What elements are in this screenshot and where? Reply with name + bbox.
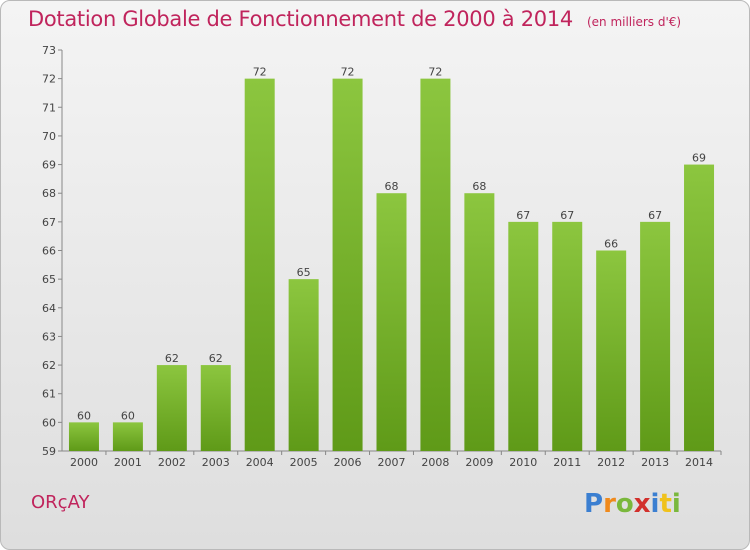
bar — [508, 221, 539, 451]
y-tick-label: 60 — [42, 416, 56, 429]
y-tick-label: 62 — [42, 359, 56, 372]
bar-value-label: 68 — [385, 180, 399, 193]
y-tick-label: 59 — [42, 445, 56, 458]
bar — [464, 193, 495, 451]
bar — [332, 78, 363, 452]
y-tick-label: 66 — [42, 245, 56, 258]
logo-letter: P — [584, 489, 604, 519]
bar — [68, 422, 99, 451]
x-tick-label: 2013 — [641, 456, 669, 469]
bar — [288, 279, 319, 451]
x-tick-label: 2009 — [465, 456, 493, 469]
bar — [684, 164, 715, 452]
bar-value-label: 60 — [77, 409, 91, 422]
y-tick-label: 71 — [42, 101, 56, 114]
bar-value-label: 67 — [560, 209, 574, 222]
bar — [376, 193, 407, 451]
chart-title-text: Dotation Globale de Fonctionnement de 20… — [28, 7, 573, 31]
logo-letter: i — [671, 489, 681, 519]
bar — [640, 221, 671, 451]
bar-value-label: 65 — [297, 266, 311, 279]
bar-value-label: 72 — [341, 66, 355, 79]
x-tick-label: 2001 — [114, 456, 142, 469]
logo-letter: t — [659, 489, 672, 519]
bar — [552, 221, 583, 451]
logo-letter: r — [603, 489, 616, 519]
logo-letter: o — [615, 489, 634, 519]
x-tick-label: 2003 — [202, 456, 230, 469]
x-tick-label: 2010 — [509, 456, 537, 469]
bar-value-label: 67 — [648, 209, 662, 222]
proxiti-logo[interactable]: Proxiti — [584, 489, 681, 519]
x-tick-label: 2004 — [246, 456, 274, 469]
y-tick-label: 64 — [42, 302, 56, 315]
bar — [596, 250, 627, 451]
bar-value-label: 69 — [692, 152, 706, 165]
x-tick-label: 2005 — [290, 456, 318, 469]
y-tick-label: 73 — [42, 44, 56, 57]
logo-letter: x — [633, 489, 651, 519]
y-tick-label: 70 — [42, 130, 56, 143]
bar-value-label: 67 — [516, 209, 530, 222]
y-tick-label: 63 — [42, 330, 56, 343]
bar-value-label: 62 — [209, 352, 223, 365]
bar — [112, 422, 143, 451]
x-tick-label: 2014 — [685, 456, 713, 469]
y-tick-label: 69 — [42, 159, 56, 172]
y-tick-label: 72 — [42, 73, 56, 86]
y-tick-label: 61 — [42, 388, 56, 401]
bar-value-label: 72 — [253, 66, 267, 79]
bar — [420, 78, 451, 452]
x-tick-label: 2012 — [597, 456, 625, 469]
bar-value-label: 62 — [165, 352, 179, 365]
x-tick-label: 2002 — [158, 456, 186, 469]
bar-value-label: 72 — [428, 66, 442, 79]
commune-name: ORçAY — [31, 492, 90, 513]
chart-subtitle: (en milliers d'€) — [586, 15, 682, 29]
y-tick-label: 67 — [42, 216, 56, 229]
bar-value-label: 60 — [121, 409, 135, 422]
logo-letter: i — [650, 489, 660, 519]
bar — [200, 365, 231, 451]
y-tick-label: 68 — [42, 187, 56, 200]
bar-value-label: 66 — [604, 238, 618, 251]
x-tick-label: 2000 — [70, 456, 98, 469]
chart-title: Dotation Globale de Fonctionnement de 20… — [28, 7, 681, 31]
x-tick-label: 2008 — [421, 456, 449, 469]
y-tick-label: 65 — [42, 273, 56, 286]
x-tick-label: 2011 — [553, 456, 581, 469]
bar — [244, 78, 275, 452]
x-tick-label: 2007 — [378, 456, 406, 469]
bar-value-label: 68 — [472, 180, 486, 193]
x-tick-label: 2006 — [334, 456, 362, 469]
bar — [156, 365, 187, 451]
